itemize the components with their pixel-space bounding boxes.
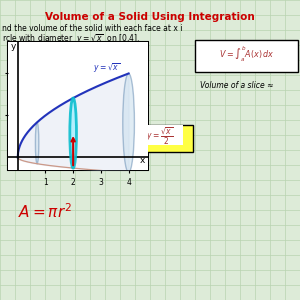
Text: Volume of a slice ≈: Volume of a slice ≈ [200, 80, 274, 89]
Bar [137, 125, 183, 145]
Text: $y = \sqrt{x}$: $y = \sqrt{x}$ [93, 62, 120, 75]
Text: rcle with diameter  $y = \sqrt{x}$  on [0,4].: rcle with diameter $y = \sqrt{x}$ on [0,… [2, 33, 140, 46]
Text: x: x [140, 156, 145, 165]
Ellipse shape [70, 98, 76, 168]
Text: $V = \int_a^b A(x)\, dx$: $V = \int_a^b A(x)\, dx$ [219, 44, 274, 64]
Ellipse shape [123, 74, 134, 172]
Text: y: y [11, 42, 16, 51]
Text: Volume of a Solid Using Integration: Volume of a Solid Using Integration [45, 12, 255, 22]
Ellipse shape [35, 122, 39, 164]
Text: $y = \dfrac{\sqrt{x}}{2}$: $y = \dfrac{\sqrt{x}}{2}$ [146, 126, 174, 147]
Bar [137, 125, 193, 152]
Text: nd the volume of the solid with each face at x i: nd the volume of the solid with each fac… [2, 24, 182, 33]
Bar [195, 40, 298, 72]
Bar [8, 42, 148, 170]
Text: $A = \pi r^2$: $A = \pi r^2$ [18, 203, 72, 221]
